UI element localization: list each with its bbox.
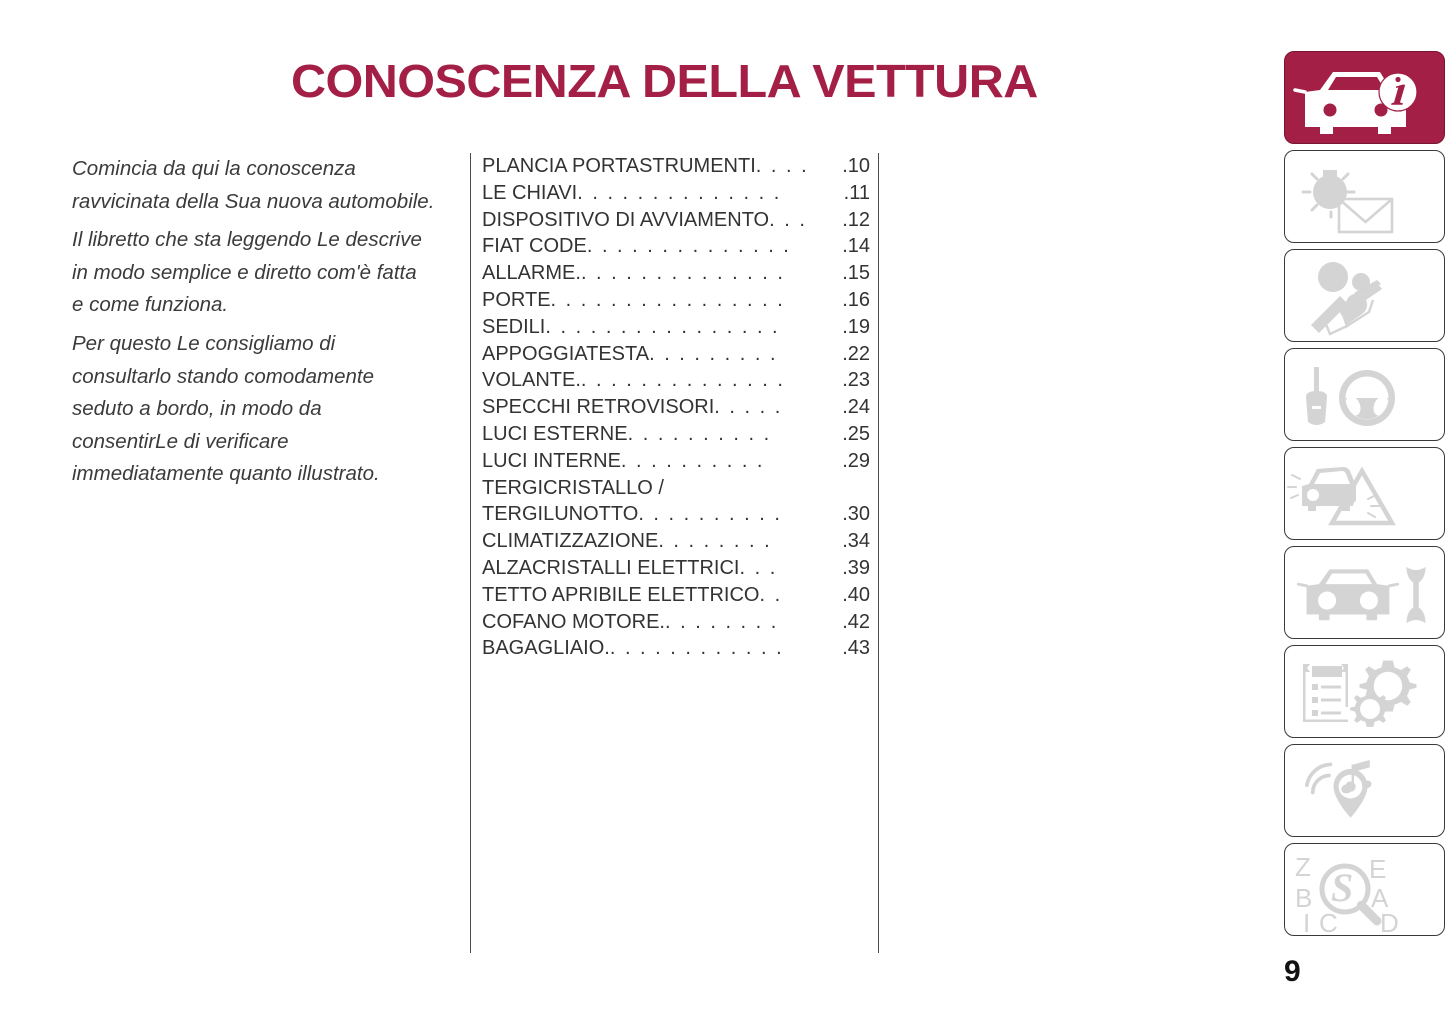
svg-text:S: S — [1331, 865, 1353, 910]
svg-text:Z: Z — [1295, 852, 1311, 882]
svg-text:I: I — [1303, 908, 1310, 937]
svg-text:E: E — [1369, 854, 1386, 884]
svg-text:D: D — [1380, 908, 1399, 937]
